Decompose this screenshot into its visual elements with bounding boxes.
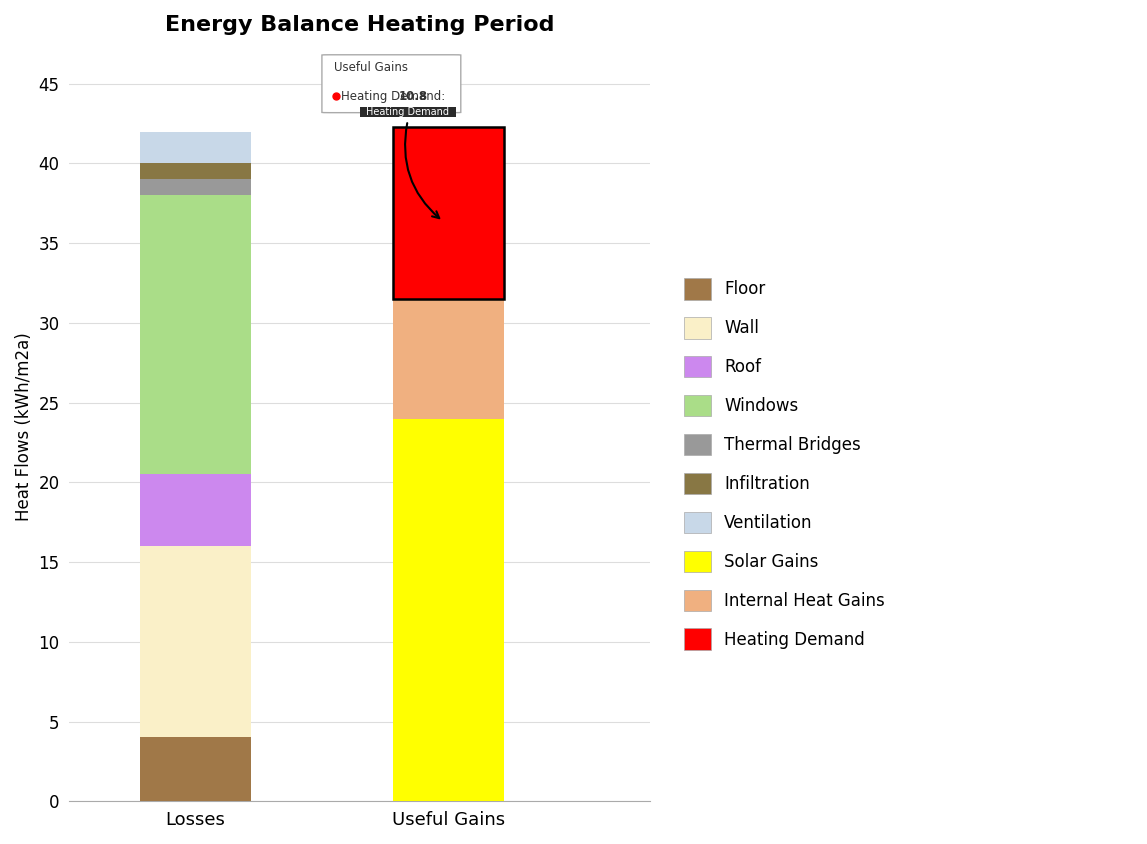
Bar (140, 546, 251, 738)
Bar (140, 474, 251, 546)
FancyArrowPatch shape (405, 123, 439, 218)
Text: Heating Demand:: Heating Demand: (341, 90, 448, 103)
Y-axis label: Heat Flows (kWh/m2a): Heat Flows (kWh/m2a) (15, 333, 33, 521)
Bar (140, 164, 251, 180)
Title: Energy Balance Heating Period: Energy Balance Heating Period (165, 15, 554, 35)
Bar (392, 127, 504, 299)
Bar (140, 738, 251, 801)
Bar (392, 299, 504, 419)
FancyBboxPatch shape (360, 107, 455, 117)
Text: 10.8: 10.8 (399, 90, 428, 103)
FancyBboxPatch shape (322, 55, 461, 112)
Text: Useful Gains: Useful Gains (334, 61, 407, 73)
Legend: Floor, Wall, Roof, Windows, Thermal Bridges, Infiltration, Ventilation, Solar Ga: Floor, Wall, Roof, Windows, Thermal Brid… (676, 270, 894, 658)
Bar (392, 127, 504, 299)
Text: Heating Demand: Heating Demand (366, 107, 450, 117)
Bar (392, 419, 504, 801)
Bar (140, 195, 251, 474)
Bar (140, 132, 251, 164)
Bar (140, 180, 251, 195)
